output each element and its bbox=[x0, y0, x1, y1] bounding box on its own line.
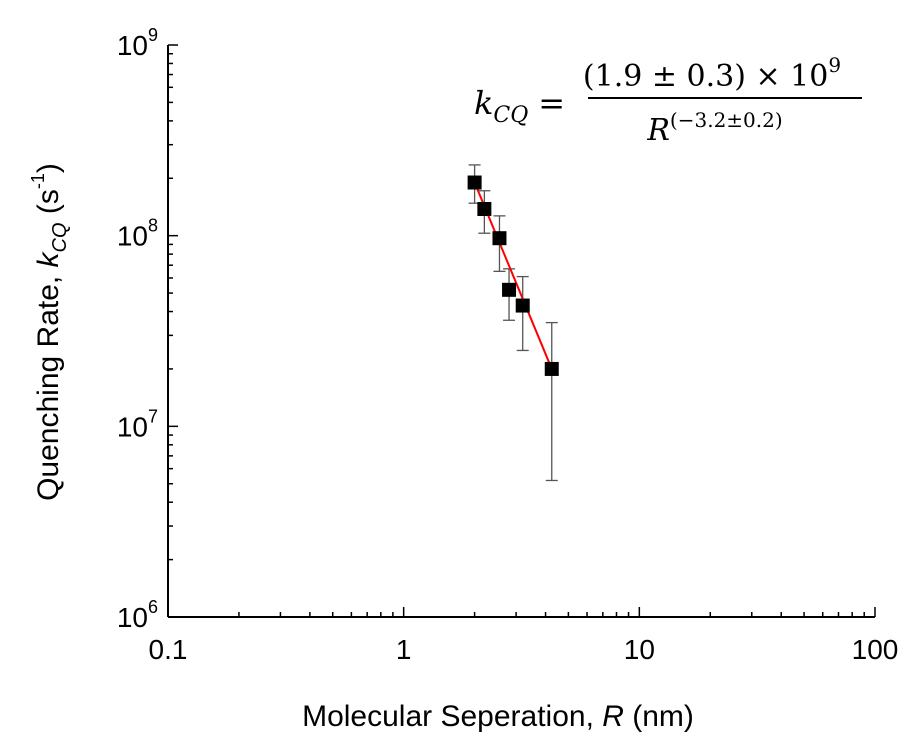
data-point bbox=[544, 361, 559, 376]
y-tick-label: 106 bbox=[117, 597, 158, 633]
x-axis-title: Molecular Seperation, R (nm) bbox=[302, 700, 694, 733]
y-tick-label: 109 bbox=[117, 25, 158, 61]
error-bar bbox=[516, 275, 529, 352]
data-point bbox=[515, 298, 530, 313]
tick-labels: 0.1 1 10 100 106 107 108 109 bbox=[117, 25, 899, 665]
equation-numerator: (1.9 ± 0.3) × 109 bbox=[583, 53, 841, 94]
y-tick-label: 107 bbox=[117, 406, 158, 442]
y-axis-title: Quenching Rate, kCQ (s-1) bbox=[28, 163, 71, 501]
data-point bbox=[467, 175, 482, 190]
equation-denominator: R(−3.2±0.2) bbox=[646, 108, 782, 148]
data-point bbox=[502, 282, 517, 297]
x-tick-label: 10 bbox=[624, 634, 655, 665]
x-tick-label: 100 bbox=[852, 634, 899, 665]
axes bbox=[167, 45, 875, 618]
error-bar bbox=[545, 321, 558, 482]
x-tick-label: 1 bbox=[396, 634, 412, 665]
data-markers bbox=[467, 175, 559, 376]
y-tick-label: 108 bbox=[117, 216, 158, 252]
data-point bbox=[477, 201, 492, 216]
ticks bbox=[167, 44, 876, 618]
fit-equation: kCQ = (1.9 ± 0.3) × 109 R(−3.2±0.2) bbox=[474, 53, 862, 148]
equation-lhs: kCQ = bbox=[474, 84, 565, 128]
error-bars bbox=[468, 164, 558, 482]
x-tick-label: 0.1 bbox=[149, 634, 188, 665]
data-point bbox=[492, 231, 507, 246]
